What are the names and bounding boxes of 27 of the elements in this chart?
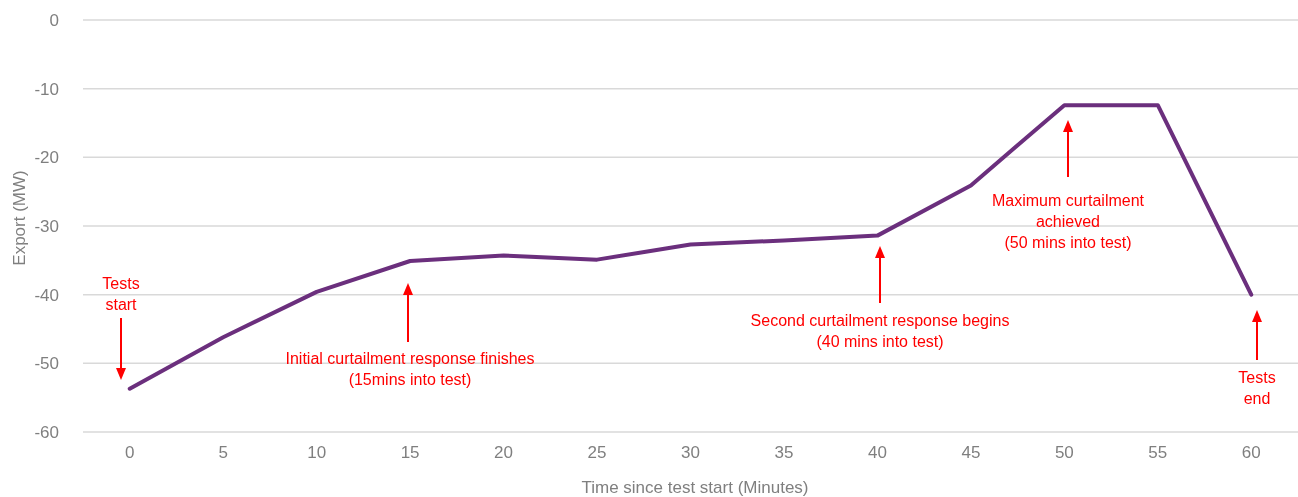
x-tick-label: 20 — [494, 443, 514, 463]
x-tick-label: 25 — [587, 443, 607, 463]
y-tick-label: -10 — [34, 79, 59, 99]
x-tick-label: 0 — [125, 443, 135, 463]
y-tick-label: 0 — [49, 11, 59, 31]
annotation: Tests end — [1238, 369, 1276, 407]
y-tick-label: -30 — [34, 217, 59, 237]
y-tick-label: -20 — [34, 148, 59, 168]
y-axis-title: Export (MW) — [10, 170, 29, 266]
x-tick-label: 10 — [307, 443, 327, 463]
x-tick-label: 15 — [400, 443, 420, 463]
x-tick-label: 50 — [1054, 443, 1074, 463]
annotation: Maximum curtailment achieved (50 mins into test) — [991, 192, 1145, 251]
x-tick-label: 55 — [1148, 443, 1168, 463]
x-tick-label: 5 — [218, 443, 228, 463]
x-tick-label: 45 — [961, 443, 981, 463]
x-tick-label: 35 — [774, 443, 794, 463]
x-axis-title: Time since test start (Minutes) — [581, 478, 809, 497]
y-tick-label: -60 — [34, 423, 59, 443]
y-tick-label: -50 — [34, 354, 59, 374]
annotation: Second curtailment response begins (40 mins into test) — [750, 312, 1010, 350]
x-tick-label: 30 — [681, 443, 700, 463]
x-tick-label: 60 — [1241, 443, 1261, 463]
y-tick-label: -40 — [34, 285, 59, 305]
x-tick-label: 40 — [867, 443, 887, 463]
annotation: Tests start — [102, 275, 140, 313]
annotation: Initial curtailment response finishes (15mins into test) — [285, 350, 535, 388]
